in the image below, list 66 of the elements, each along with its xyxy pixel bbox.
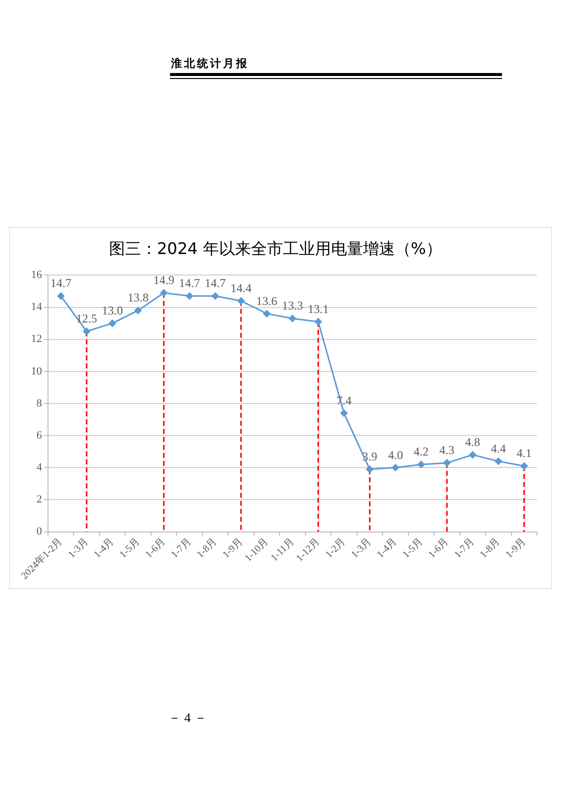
y-tick-label: 10 [31,365,42,378]
y-tick-label: 2 [36,494,42,506]
data-label: 13.1 [308,302,329,316]
text: 淮北统计月报 [171,57,249,70]
point [160,289,168,297]
x-tick-label: 1-4月 [375,536,400,561]
data-label: 4.0 [388,448,403,462]
x-tick-label: 1-5月 [118,536,142,561]
point [314,318,322,326]
x-tick-label: 1-8月 [194,536,220,561]
data-label: 13.3 [282,298,303,313]
point [392,464,400,472]
point [520,462,528,470]
point [494,458,502,465]
data-label: 4.1 [516,446,532,460]
x-tick-label: 1-10月 [242,536,271,564]
point [237,297,245,305]
x-tick-label: 1-7月 [452,536,477,561]
x-tick-label: 1-12月 [294,536,322,564]
point [366,466,374,473]
point [443,459,451,467]
data-label: 12.5 [76,311,98,326]
x-tick-label: 1-4月 [92,536,116,561]
x-tick-label: 1-6月 [144,536,168,561]
data-label: 4.3 [439,443,454,457]
point [468,451,476,459]
x-tick-label: 1-9月 [220,536,246,561]
x-tick-label: 1-9月 [504,536,528,561]
x-tick-label: 1-5月 [400,536,426,561]
y-tick-label: 12 [31,333,42,346]
y-tick-label: 4 [36,462,42,474]
point [82,328,90,336]
data-label: 13.0 [102,303,123,318]
data-label: 13.6 [256,294,278,308]
point [108,320,116,328]
point [263,310,270,318]
text: － 4 － [168,710,207,726]
x-tick-label: 1-6月 [426,536,451,561]
y-tick-label: 16 [31,269,42,282]
point [212,292,219,300]
y-tick-label: 0 [36,526,42,538]
point [57,292,65,300]
data-label: 4.2 [414,444,429,459]
point [134,306,142,314]
data-label: 4.4 [490,441,506,456]
y-tick-label: 6 [36,429,42,442]
x-tick-label: 1-7月 [169,536,194,561]
chart-title: 图三：2024 年以来全市工业用电量增速（%） [108,238,442,258]
data-label: 4.8 [465,434,480,449]
x-tick-label: 1-3月 [66,536,91,561]
x-tick-label: 1-11月 [268,536,296,564]
data-label: 13.8 [128,290,149,305]
data-label: 14.7 [179,276,200,290]
y-tick-label: 14 [31,301,42,314]
point [288,314,296,322]
data-label: 14.7 [204,276,226,290]
data-label: 14.7 [50,276,72,290]
y-tick-label: 8 [36,397,42,410]
data-label: 14.4 [230,281,252,296]
data-label: 14.9 [153,273,174,287]
point [417,460,425,468]
x-tick-label: 1-8月 [478,536,502,561]
x-tick-label: 1-3月 [349,536,374,561]
point [340,409,348,417]
x-tick-label: 1-2月 [324,536,348,561]
point [186,292,194,300]
